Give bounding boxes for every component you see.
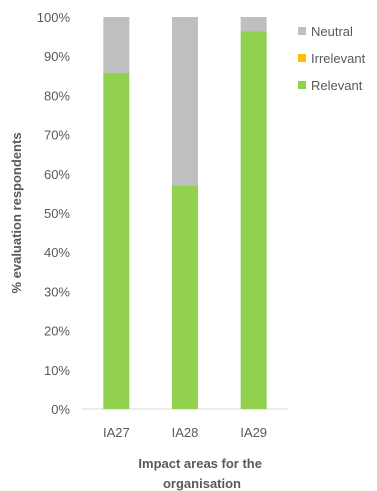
x-axis-title-line-1: Impact areas for the [138, 456, 262, 471]
y-tick-label: 70% [44, 128, 70, 143]
x-tick-label: IA29 [240, 425, 267, 440]
x-tick-label: IA27 [103, 425, 130, 440]
y-axis-ticks: 0% 10% 20% 30% 40% 50% 60% 70% 80% 90% 100% [37, 10, 71, 417]
bar-neutral-ia28 [172, 17, 198, 186]
legend-swatch-irrelevant [298, 54, 306, 62]
legend: Neutral Irrelevant Relevant [298, 24, 366, 93]
bar-relevant-ia28 [172, 185, 198, 409]
x-tick-label: IA28 [172, 425, 199, 440]
x-axis-title-line-2: organisation [163, 476, 241, 491]
y-tick-label: 90% [44, 49, 70, 64]
bars [103, 17, 267, 409]
bar-neutral-ia27 [103, 17, 130, 74]
bar-relevant-ia29 [240, 31, 267, 409]
x-axis-ticks: IA27 IA28 IA29 [103, 425, 267, 440]
y-tick-label: 20% [44, 324, 70, 339]
y-tick-label: 60% [44, 167, 70, 182]
y-tick-label: 0% [51, 402, 70, 417]
y-tick-label: 30% [44, 284, 70, 299]
y-tick-label: 40% [44, 245, 70, 260]
y-tick-label: 50% [44, 206, 70, 221]
legend-label-irrelevant: Irrelevant [311, 51, 366, 66]
legend-label-neutral: Neutral [311, 24, 353, 39]
y-tick-label: 10% [44, 363, 70, 378]
x-axis-title: Impact areas for the organisation [138, 456, 265, 491]
legend-swatch-relevant [298, 81, 306, 89]
legend-swatch-neutral [298, 27, 306, 35]
bar-neutral-ia29 [240, 17, 267, 32]
y-tick-label: 80% [44, 88, 70, 103]
legend-label-relevant: Relevant [311, 78, 363, 93]
y-tick-label: 100% [37, 10, 71, 25]
bar-relevant-ia27 [103, 73, 130, 409]
y-axis-title: % evaluation respondents [9, 132, 24, 293]
